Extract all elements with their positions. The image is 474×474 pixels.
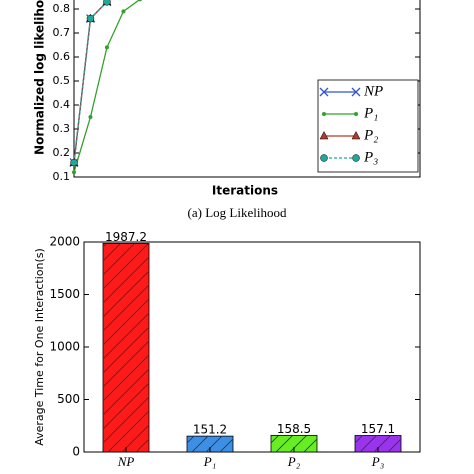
legend-marker (320, 154, 328, 162)
legend-label: P₃ (363, 149, 378, 165)
marker (121, 9, 126, 14)
bar-hatch (355, 435, 401, 452)
line (73, 0, 141, 173)
x-tick-label: P₃ (371, 454, 384, 469)
y-tick-label: 2000 (49, 235, 80, 249)
legend-marker (322, 112, 326, 116)
legend-marker (351, 87, 361, 97)
legend-box (317, 79, 419, 173)
marker (72, 170, 76, 175)
y-axis-label: Average Time for One Interaction(s) (33, 248, 46, 446)
marker (86, 14, 95, 23)
marker (88, 115, 93, 119)
caption: (a) Log Likelihood (188, 205, 287, 220)
marker (104, 45, 109, 50)
x-axis-label: Iterations (212, 184, 278, 198)
value-label: 151.2 (193, 423, 227, 437)
value-label: 158.5 (277, 422, 311, 436)
legend-marker (351, 130, 361, 140)
y-tick-label: 0.6 (53, 50, 71, 63)
y-tick-label: 0.5 (53, 74, 71, 87)
x-tick-label: P₁ (203, 454, 216, 469)
marker (70, 158, 78, 167)
y-axis-label: Normalized log likelihood (33, 0, 47, 155)
x-tick-label: P₂ (287, 454, 301, 469)
x-tick-label: NP (117, 454, 135, 469)
legend-marker (354, 112, 358, 116)
y-tick-label: 1000 (49, 340, 80, 354)
marker (103, 0, 111, 6)
y-tick-label: 0.2 (53, 146, 71, 159)
line (73, 0, 110, 163)
marker (137, 0, 142, 2)
y-tick-label: 0.1 (53, 170, 71, 183)
value-label: 157.1 (361, 422, 395, 436)
legend-label: P₁ (363, 105, 378, 121)
y-tick-label: 1500 (49, 287, 80, 301)
value-label: 1987.2 (105, 230, 147, 244)
plot-frame (73, 0, 421, 178)
y-tick-label: 0.7 (53, 26, 71, 39)
legend-marker (319, 130, 329, 140)
y-tick-label: 0 (72, 445, 80, 459)
y-tick-label: 500 (57, 392, 80, 406)
bar-hatch (103, 243, 149, 452)
y-tick-label: 0.3 (53, 122, 71, 135)
legend-label: P₂ (363, 127, 378, 143)
legend-marker (319, 87, 329, 97)
y-tick-label: 0.8 (53, 2, 71, 15)
legend-marker (352, 154, 360, 162)
bar-hatch (271, 435, 317, 452)
y-tick-label: 0.4 (53, 98, 71, 111)
bar-hatch (187, 436, 233, 452)
legend-label: NP (363, 83, 383, 99)
